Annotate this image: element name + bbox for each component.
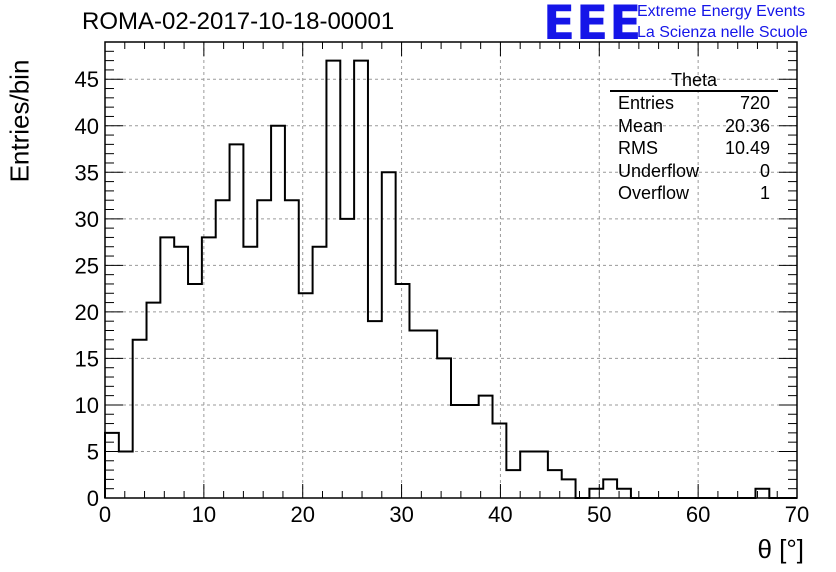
y-tick-label: 45 xyxy=(75,67,99,92)
x-tick-label: 40 xyxy=(488,502,512,527)
y-tick-label: 10 xyxy=(75,393,99,418)
x-tick-label: 50 xyxy=(587,502,611,527)
stats-value: 10.49 xyxy=(724,138,770,158)
x-tick-label: 30 xyxy=(389,502,413,527)
eee-logo: EEE xyxy=(543,0,643,51)
stats-value: 720 xyxy=(739,93,770,113)
stats-value: 1 xyxy=(759,183,770,203)
grid-lines xyxy=(105,42,797,498)
stats-value: 0 xyxy=(759,160,770,181)
stats-value: 20.36 xyxy=(724,115,770,136)
y-tick-label: 25 xyxy=(75,253,99,278)
chart-title: ROMA-02-2017-10-18-00001 xyxy=(82,8,395,35)
logo-line-2: La Scienza nelle Scuole xyxy=(637,24,808,41)
x-tick-label: 60 xyxy=(686,502,710,527)
plot-frame xyxy=(104,41,798,499)
y-tick-label: 40 xyxy=(75,114,99,139)
y-axis-label: Entries/bin xyxy=(4,59,35,183)
x-axis-label: θ [°] xyxy=(757,534,804,564)
stats-title: Theta xyxy=(610,70,778,92)
histogram-step-line xyxy=(104,59,797,499)
stats-box: Theta Entries 720 Mean 20.36 RMS 10.49 U… xyxy=(610,70,778,205)
stats-row-underflow: Underflow 0 xyxy=(610,160,778,183)
x-tick-label: 20 xyxy=(290,502,314,527)
x-tick-label: 0 xyxy=(99,502,111,527)
y-tick-label: 5 xyxy=(87,439,99,464)
y-tick-label: 15 xyxy=(75,346,99,371)
y-tick-label: 30 xyxy=(75,207,99,232)
stats-label: RMS xyxy=(618,138,658,158)
y-tick-label: 0 xyxy=(87,486,99,511)
y-tick-label: 20 xyxy=(75,300,99,325)
y-tick-label: 35 xyxy=(75,160,99,185)
logo-line-1: Extreme Energy Events xyxy=(637,3,806,20)
stats-label: Overflow xyxy=(618,183,690,203)
stats-label: Mean xyxy=(618,115,664,136)
x-tick-label: 10 xyxy=(192,502,216,527)
stats-label: Underflow xyxy=(618,160,700,181)
stats-row-entries: Entries 720 xyxy=(610,92,778,115)
y-axis-label-box: Entries/bin xyxy=(0,56,40,186)
stats-row-overflow: Overflow 1 xyxy=(610,182,778,205)
x-tick-label: 70 xyxy=(785,502,809,527)
stats-row-mean: Mean 20.36 xyxy=(610,115,778,138)
stats-label: Entries xyxy=(618,93,675,113)
stats-row-rms: RMS 10.49 xyxy=(610,137,778,160)
